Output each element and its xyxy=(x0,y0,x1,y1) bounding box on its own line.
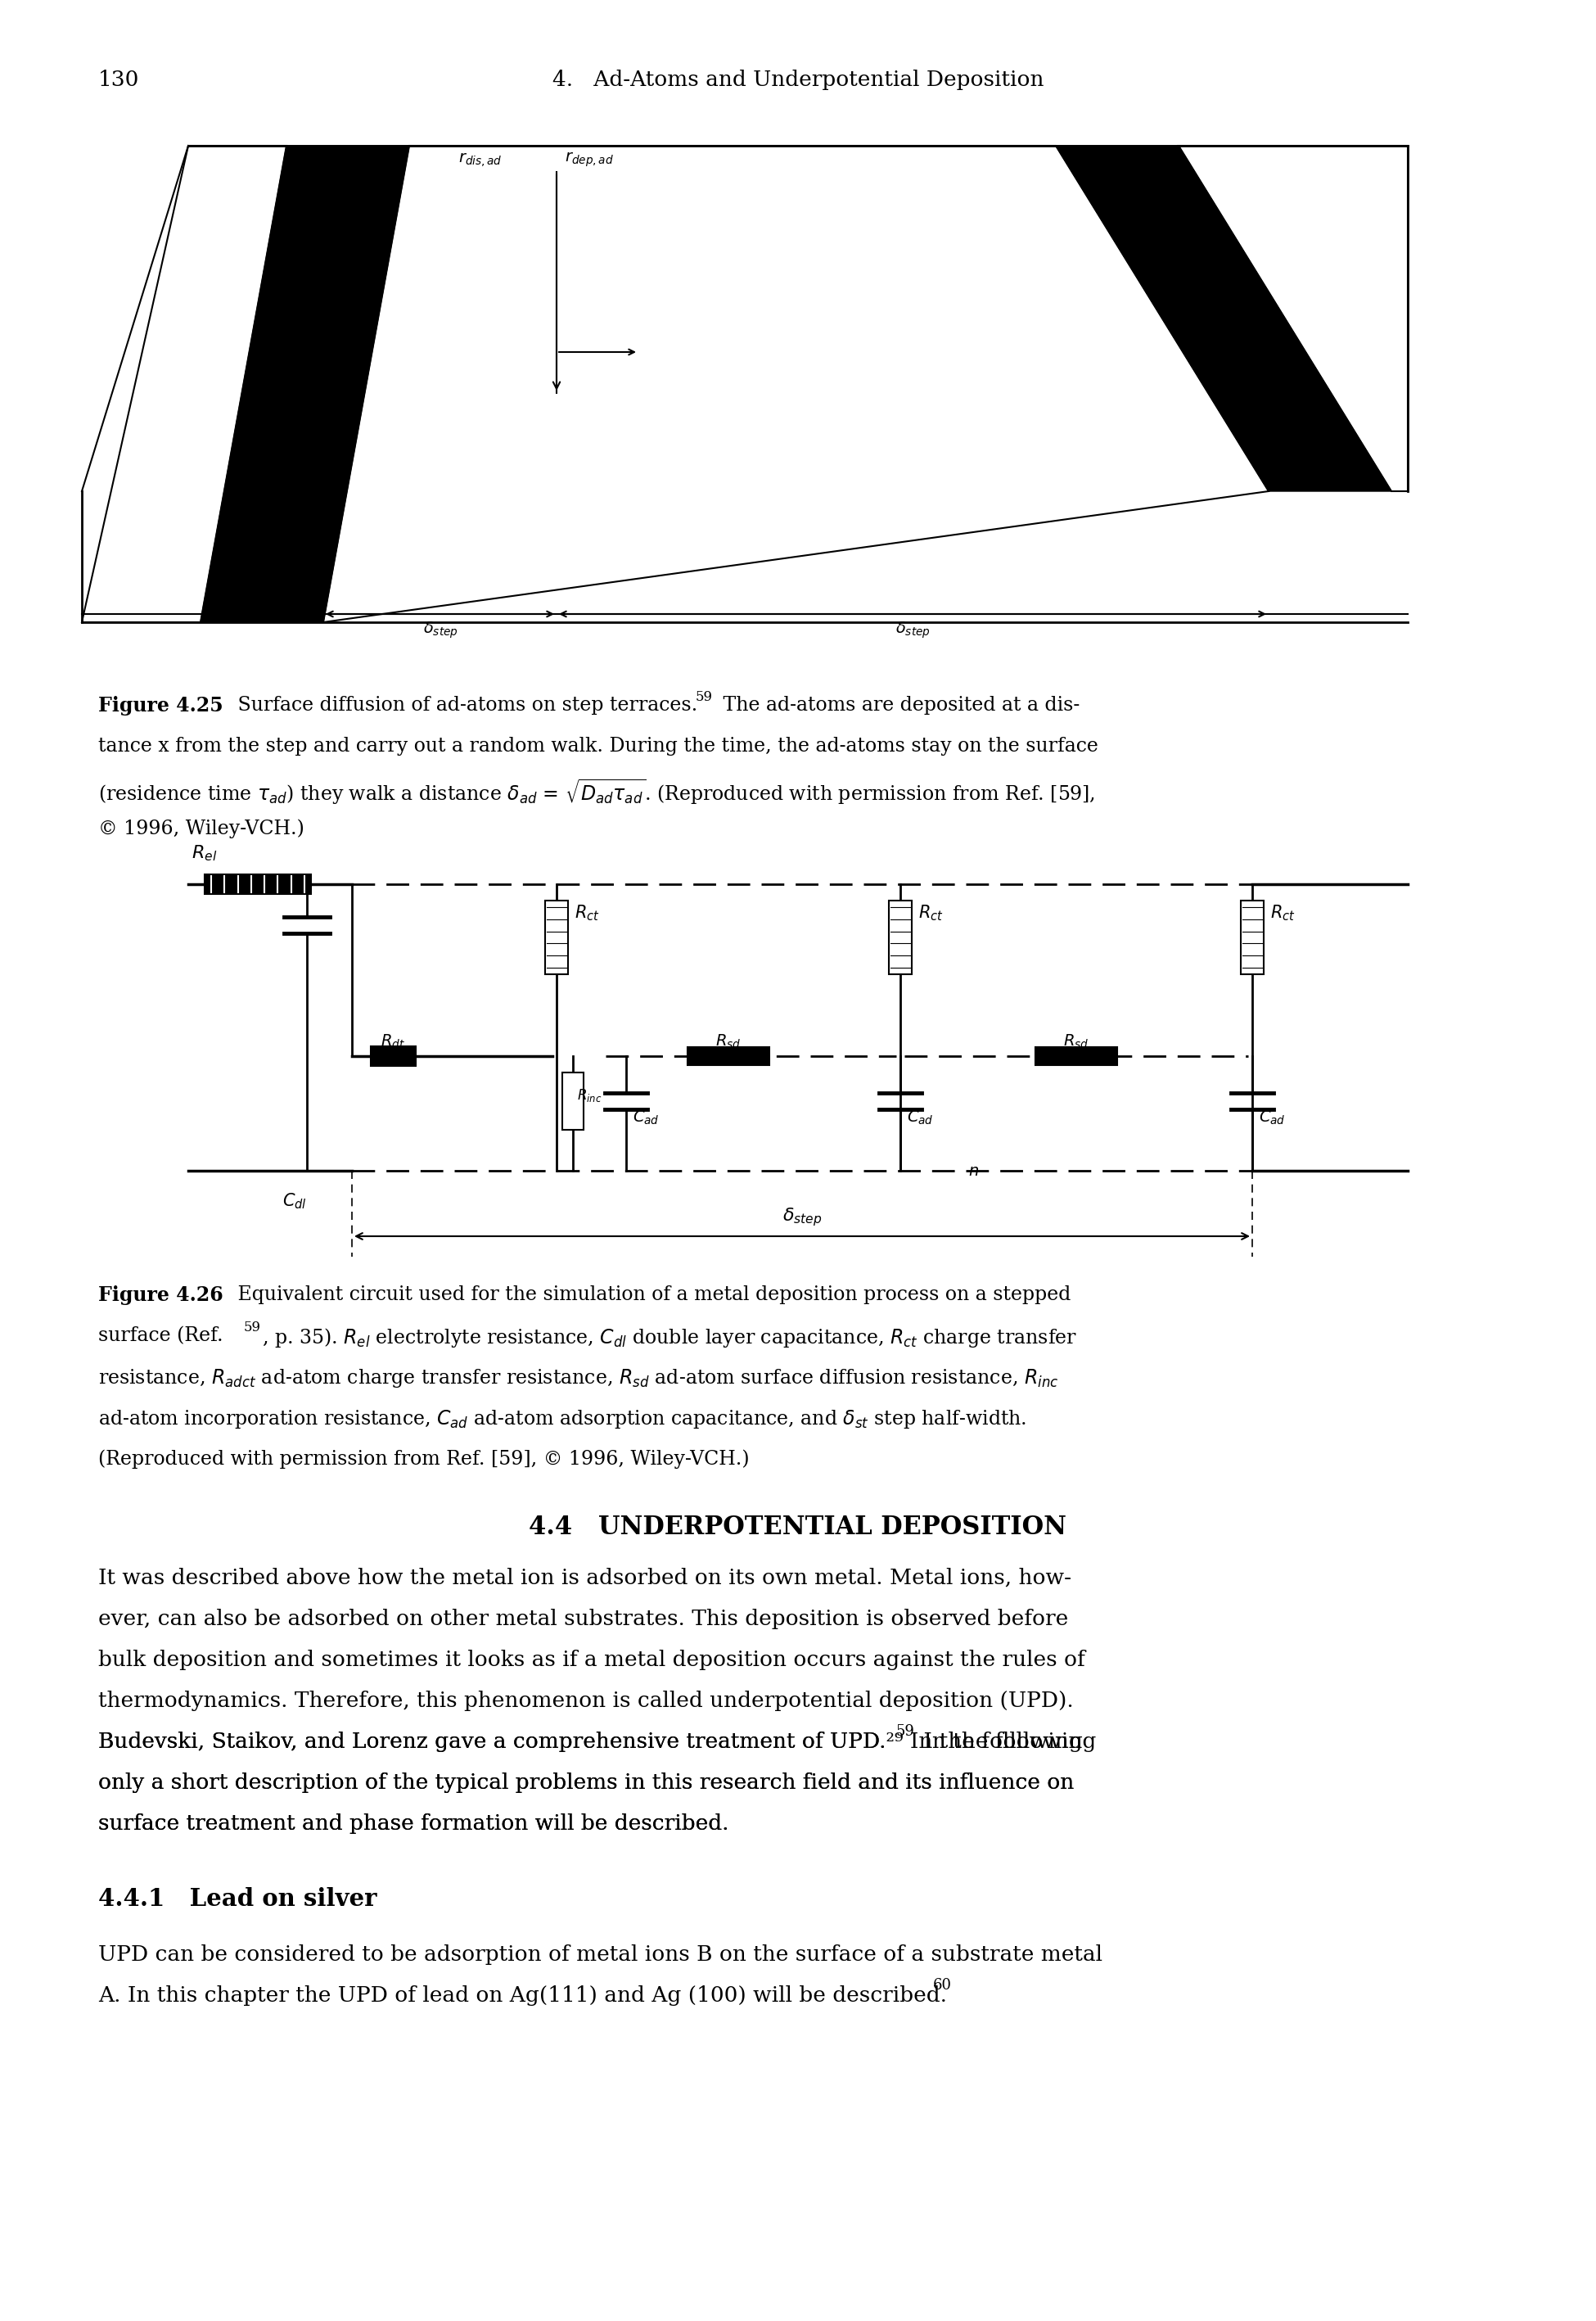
Text: surface treatment and phase formation will be described.: surface treatment and phase formation wi… xyxy=(99,1813,729,1834)
Polygon shape xyxy=(201,146,409,622)
Text: 4.4.1   Lead on silver: 4.4.1 Lead on silver xyxy=(99,1887,377,1910)
Text: Budevski, Staikov, and Lorenz gave a comprehensive treatment of UPD.²⁹ In the fo: Budevski, Staikov, and Lorenz gave a com… xyxy=(99,1731,1082,1752)
Text: Budevski, Staikov, and Lorenz gave a comprehensive treatment of UPD.: Budevski, Staikov, and Lorenz gave a com… xyxy=(99,1731,886,1752)
Text: Figure 4.25: Figure 4.25 xyxy=(99,696,223,715)
Text: $r_{dep,ad}$: $r_{dep,ad}$ xyxy=(565,151,614,169)
Text: 4.4   UNDERPOTENTIAL DEPOSITION: 4.4 UNDERPOTENTIAL DEPOSITION xyxy=(530,1516,1066,1539)
Polygon shape xyxy=(324,146,1269,622)
Bar xyxy=(1036,1047,1117,1065)
Text: Equivalent circuit used for the simulation of a metal deposition process on a st: Equivalent circuit used for the simulati… xyxy=(219,1286,1071,1304)
Text: $R_{sd}$: $R_{sd}$ xyxy=(715,1033,741,1051)
Text: $C_{ad}$: $C_{ad}$ xyxy=(632,1109,659,1126)
Text: (residence time $\tau_{ad}$) they walk a distance $\delta_{ad}$ = $\sqrt{D_{ad}\: (residence time $\tau_{ad}$) they walk a… xyxy=(99,778,1095,808)
Text: $r_{dis,ad}$: $r_{dis,ad}$ xyxy=(458,151,503,169)
Text: © 1996, Wiley-VCH.): © 1996, Wiley-VCH.) xyxy=(99,819,305,838)
Text: $R_{sd}$: $R_{sd}$ xyxy=(1063,1033,1088,1051)
Text: Surface diffusion of ad-atoms on step terraces.: Surface diffusion of ad-atoms on step te… xyxy=(219,696,697,715)
Text: ad-atom incorporation resistance, $C_{ad}$ ad-atom adsorption capacitance, and $: ad-atom incorporation resistance, $C_{ad… xyxy=(99,1409,1026,1430)
Text: surface treatment and phase formation will be described.: surface treatment and phase formation wi… xyxy=(99,1813,729,1834)
Text: Figure 4.26: Figure 4.26 xyxy=(99,1286,223,1304)
Text: $C_{dl}$: $C_{dl}$ xyxy=(282,1191,306,1212)
Text: only a short description of the typical problems in this research field and its : only a short description of the typical … xyxy=(99,1773,1074,1792)
Text: It was described above how the metal ion is adsorbed on its own metal. Metal ion: It was described above how the metal ion… xyxy=(99,1567,1071,1588)
Text: $\delta_{step}$: $\delta_{step}$ xyxy=(895,620,930,641)
Text: thermodynamics. Therefore, this phenomenon is called underpotential deposition (: thermodynamics. Therefore, this phenomen… xyxy=(99,1690,1074,1711)
Text: (Reproduced with permission from Ref. [59], © 1996, Wiley-VCH.): (Reproduced with permission from Ref. [5… xyxy=(99,1448,750,1469)
Text: $R_{dt}$: $R_{dt}$ xyxy=(380,1033,405,1051)
Text: $\delta_{step}$: $\delta_{step}$ xyxy=(782,1207,822,1228)
Text: $n$: $n$ xyxy=(969,1165,980,1179)
Text: $\delta_{step}$: $\delta_{step}$ xyxy=(423,620,458,641)
Text: resistance, $R_{adct}$ ad-atom charge transfer resistance, $R_{sd}$ ad-atom surf: resistance, $R_{adct}$ ad-atom charge tr… xyxy=(99,1367,1058,1390)
Text: ever, can also be adsorbed on other metal substrates. This deposition is observe: ever, can also be adsorbed on other meta… xyxy=(99,1608,1068,1629)
Text: $C_{ad}$: $C_{ad}$ xyxy=(1259,1109,1285,1126)
Polygon shape xyxy=(1057,146,1392,492)
Text: surface (Ref.: surface (Ref. xyxy=(99,1325,223,1346)
Text: , p. 35). $R_{el}$ electrolyte resistance, $C_{dl}$ double layer capacitance, $R: , p. 35). $R_{el}$ electrolyte resistanc… xyxy=(262,1325,1077,1349)
Text: 60: 60 xyxy=(934,1977,951,1994)
Text: 59: 59 xyxy=(244,1321,262,1335)
Text: only a short description of the typical problems in this research field and its : only a short description of the typical … xyxy=(99,1773,1074,1792)
Text: $R_{el}$: $R_{el}$ xyxy=(192,843,217,863)
Text: bulk deposition and sometimes it looks as if a metal deposition occurs against t: bulk deposition and sometimes it looks a… xyxy=(99,1650,1085,1671)
Text: In the following: In the following xyxy=(916,1731,1096,1752)
Bar xyxy=(889,901,911,975)
Bar xyxy=(204,875,311,894)
Polygon shape xyxy=(81,146,286,622)
Polygon shape xyxy=(1178,146,1408,492)
Text: $R_{ct}$: $R_{ct}$ xyxy=(575,903,600,921)
Bar xyxy=(1240,901,1264,975)
Text: $R_{ct}$: $R_{ct}$ xyxy=(1270,903,1296,921)
Bar xyxy=(546,901,568,975)
Text: $C_{ad}$: $C_{ad}$ xyxy=(907,1109,934,1126)
Text: 59: 59 xyxy=(895,1725,915,1738)
Text: $R_{inc}$: $R_{inc}$ xyxy=(578,1086,602,1102)
Bar xyxy=(688,1047,769,1065)
Bar xyxy=(370,1047,417,1065)
Bar xyxy=(562,1072,584,1130)
Text: A. In this chapter the UPD of lead on Ag(111) and Ag (100) will be described.: A. In this chapter the UPD of lead on Ag… xyxy=(99,1984,946,2005)
Text: 4.   Ad-Atoms and Underpotential Deposition: 4. Ad-Atoms and Underpotential Depositio… xyxy=(552,70,1044,91)
Text: 130: 130 xyxy=(99,70,139,91)
Text: 59: 59 xyxy=(696,689,713,703)
Text: tance x from the step and carry out a random walk. During the time, the ad-atoms: tance x from the step and carry out a ra… xyxy=(99,736,1098,757)
Text: UPD can be considered to be adsorption of metal ions B on the surface of a subst: UPD can be considered to be adsorption o… xyxy=(99,1945,1103,1966)
Text: The ad-atoms are deposited at a dis-: The ad-atoms are deposited at a dis- xyxy=(717,696,1080,715)
Text: $R_{ct}$: $R_{ct}$ xyxy=(918,903,943,921)
